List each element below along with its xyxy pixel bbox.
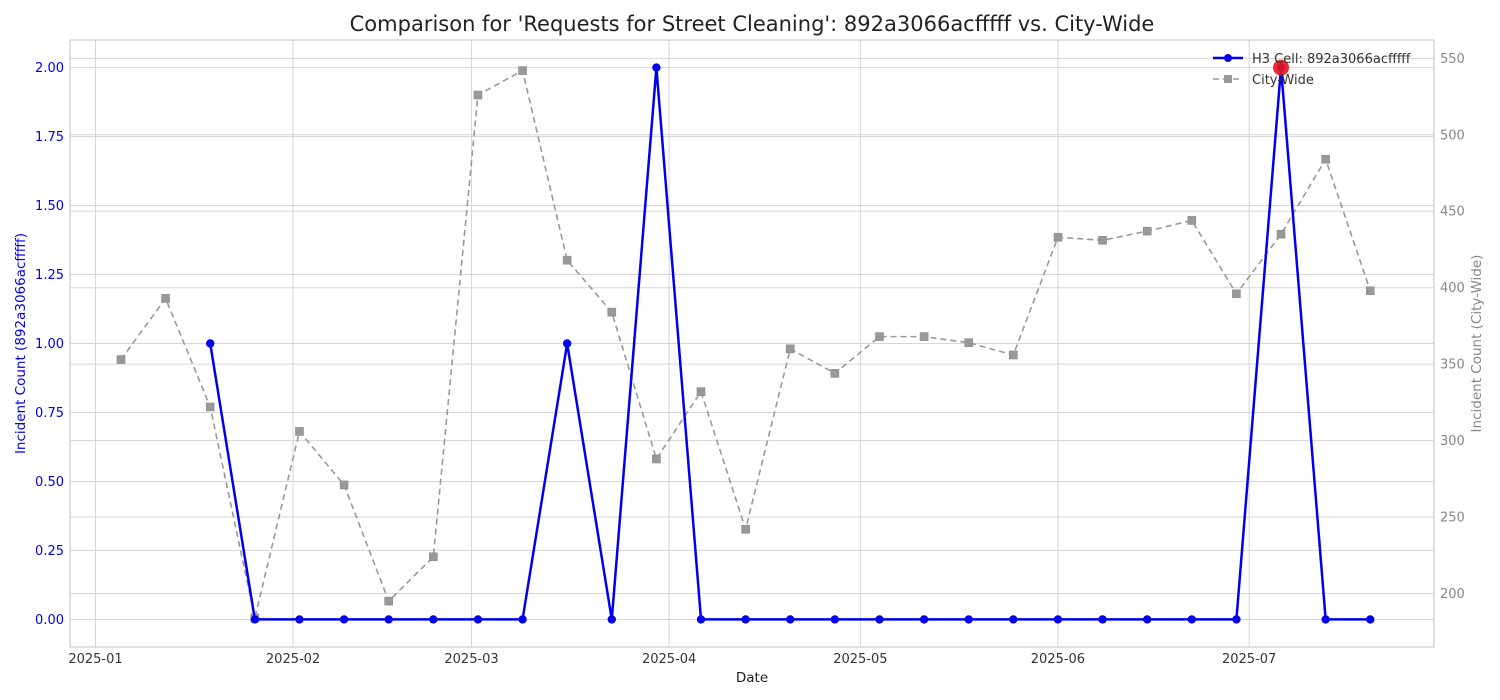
x-tick-label: 2025-05	[833, 652, 887, 667]
y-right-axis-label: Incident Count (City-Wide)	[1469, 255, 1485, 433]
legend-label-h3-cell: H3 Cell: 892a3066acfffff	[1252, 52, 1411, 67]
highlight-point	[1273, 59, 1290, 76]
x-tick-label: 2025-04	[642, 652, 696, 667]
city-wide-point	[830, 369, 840, 378]
x-tick-label: 2025-02	[266, 652, 320, 667]
city-wide-point	[1232, 289, 1241, 299]
h3-cell-point	[741, 615, 750, 624]
h3-cell-point	[206, 339, 215, 348]
city-wide-point	[518, 66, 527, 75]
h3-cell-point	[1232, 615, 1241, 624]
x-tick-label: 2025-06	[1031, 652, 1085, 667]
y-right-tick-label: 500	[1440, 128, 1465, 143]
city-wide-point	[339, 480, 349, 490]
h3-cell-point	[384, 615, 393, 624]
series-layer	[116, 59, 1375, 624]
h3-cell-point	[562, 339, 572, 348]
axes-layer: 2025-01 2025-02 2025-03 2025-04 2025-05 2025-…	[35, 52, 1465, 667]
x-tick-label: 2025-07	[1222, 652, 1276, 667]
city-wide-point	[1187, 216, 1197, 225]
y-left-tick-label: 1.75	[35, 130, 64, 145]
legend: H3 Cell: 892a3066acfffff City-Wide	[1213, 52, 1411, 88]
city-wide-point	[785, 344, 795, 354]
x-axis-label: Date	[736, 670, 768, 686]
city-wide-point	[429, 552, 438, 562]
h3-cell-point	[1053, 615, 1063, 624]
y-right-tick-label: 400	[1440, 281, 1465, 296]
chart-title: Comparison for 'Requests for Street Clea…	[350, 12, 1155, 36]
city-wide-point	[473, 90, 483, 100]
legend-label-city-wide: City-Wide	[1252, 73, 1314, 88]
city-wide-point	[652, 454, 661, 464]
city-wide-line	[120, 69, 1372, 619]
grid-layer	[70, 40, 1434, 647]
y-left-tick-label: 1.50	[35, 199, 64, 214]
y-left-tick-label: 0.25	[35, 544, 64, 559]
y-left-tick-label: 0.75	[35, 406, 64, 421]
h3-cell-point	[1187, 615, 1196, 624]
city-wide-point	[116, 355, 126, 364]
plot-frame	[69, 39, 1435, 648]
y-left-tick-label: 1.25	[35, 268, 64, 283]
y-left-tick-label: 1.00	[35, 337, 64, 352]
city-wide-point	[295, 427, 304, 436]
h3-cell-point	[830, 615, 840, 624]
h3-cell-point	[607, 615, 616, 624]
y-left-tick-label: 2.00	[35, 61, 64, 76]
y-right-tick-label: 300	[1440, 434, 1465, 449]
legend-symbol-city-wide	[1213, 75, 1243, 83]
h3-cell-point	[1142, 615, 1152, 624]
city-wide-point	[161, 294, 170, 303]
y-right-tick-label: 350	[1440, 358, 1465, 373]
h3-cell-point	[652, 63, 661, 72]
y-left-tick-label: 0.50	[35, 475, 64, 490]
city-wide-point	[205, 402, 215, 412]
x-tick-label: 2025-03	[444, 652, 498, 667]
y-right-tick-label: 550	[1440, 52, 1465, 67]
city-wide-point	[1053, 232, 1063, 242]
h3-cell-point	[964, 615, 973, 624]
city-wide-point	[964, 338, 974, 348]
city-wide-point	[741, 524, 750, 534]
y-right-tick-label: 250	[1440, 511, 1465, 526]
y-left-tick-label: 0.00	[35, 613, 64, 628]
legend-symbol-h3-cell	[1213, 54, 1243, 62]
legend-marker-h3-cell	[1224, 54, 1232, 62]
x-tick-label: 2025-01	[68, 652, 122, 667]
h3-cell-point	[1098, 615, 1107, 624]
y-right-tick-label: 200	[1440, 587, 1465, 602]
h3-cell-point	[1009, 615, 1018, 624]
city-wide-point	[1098, 235, 1107, 245]
h3-cell-point	[518, 615, 527, 624]
city-wide-point	[875, 332, 884, 341]
h3-cell-point	[786, 615, 795, 624]
h3-cell-point	[339, 615, 349, 624]
h3-cell-point	[1321, 615, 1330, 624]
city-wide-point	[1142, 226, 1152, 236]
city-wide-point	[919, 332, 929, 341]
h3-cell-point	[696, 615, 706, 624]
city-wide-point	[1009, 350, 1018, 360]
legend-marker-city-wide	[1224, 75, 1232, 83]
y-right-tick-label: 450	[1440, 205, 1465, 220]
h3-cell-point	[875, 615, 884, 624]
y-left-axis-label: Incident Count (892a3066acfffff)	[13, 233, 29, 454]
h3-cell-point	[473, 615, 483, 624]
h3-cell-point	[429, 615, 438, 624]
h3-cell-point	[1366, 615, 1375, 624]
h3-cell-point	[250, 615, 260, 624]
h3-cell-point	[295, 615, 304, 624]
city-wide-point	[696, 387, 706, 396]
city-wide-point	[1321, 154, 1330, 164]
city-wide-point	[1365, 286, 1375, 296]
city-wide-point	[1276, 229, 1286, 239]
city-wide-point	[384, 596, 393, 606]
city-wide-point	[562, 255, 572, 265]
city-wide-point	[607, 307, 617, 317]
h3-cell-point	[919, 615, 929, 624]
